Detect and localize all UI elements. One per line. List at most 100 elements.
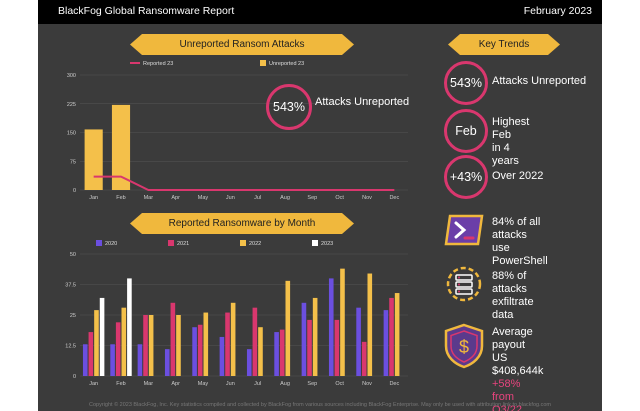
trend-label-line2: exfiltrate data: [492, 296, 534, 321]
dollar-shield-icon: $: [444, 323, 484, 369]
y-tick-label: 50: [70, 252, 76, 258]
bar: [137, 344, 143, 376]
trend-label: Average payout US $408,644k +58% from Q3…: [492, 326, 543, 411]
bar: [111, 104, 131, 190]
bar: [285, 280, 291, 376]
bar: [164, 349, 170, 376]
x-tick-label: Jan: [89, 195, 98, 201]
bar: [203, 312, 209, 376]
top-chart-banner: Unreported Ransom Attacks: [130, 34, 354, 55]
trend-label: Highest Feb in 4 years: [492, 116, 529, 168]
report-card: BlackFog Global Ransomware Report Februa…: [38, 0, 602, 411]
x-tick-label: Sep: [307, 381, 317, 387]
legend-swatch: [260, 60, 266, 66]
x-tick-label: Nov: [362, 195, 372, 201]
trend-label-line1: Highest Feb: [492, 116, 530, 141]
legend-label: 2023: [321, 241, 333, 247]
bar: [88, 332, 94, 376]
bar: [389, 297, 394, 376]
trend-value-ring: +43%: [444, 155, 488, 199]
legend-label: 2021: [177, 241, 189, 247]
bar: [274, 332, 279, 376]
legend-label: Unreported 23: [269, 61, 304, 67]
legend-swatch: [96, 240, 102, 246]
footer-copyright: Copyright © 2023 BlackFog, Inc. Key stat…: [89, 402, 551, 408]
bar: [230, 302, 236, 376]
bar: [170, 302, 176, 376]
x-tick-label: Jun: [226, 195, 235, 201]
bar: [279, 329, 285, 376]
trend-label-line2: in 4 years: [492, 142, 519, 167]
y-tick-label: 12.5: [65, 344, 76, 350]
bar: [143, 315, 148, 376]
svg-text:$: $: [459, 337, 469, 357]
x-tick-label: Feb: [116, 381, 125, 387]
x-tick-label: Feb: [116, 195, 125, 201]
x-tick-label: Oct: [335, 381, 344, 387]
trend-label: Over 2022: [492, 170, 544, 182]
x-tick-label: Sep: [307, 195, 317, 201]
bar: [219, 336, 225, 376]
x-tick-label: Aug: [280, 381, 290, 387]
bar: [328, 278, 334, 376]
y-tick-label: 225: [67, 102, 76, 108]
x-tick-label: Apr: [171, 195, 180, 201]
bar: [99, 297, 105, 376]
data-server-icon: [446, 266, 482, 302]
bar: [127, 278, 132, 376]
x-tick-label: Oct: [335, 195, 344, 201]
y-tick-label: 150: [67, 131, 76, 137]
bar: [197, 324, 203, 376]
bar: [148, 315, 154, 376]
bar: [394, 293, 400, 376]
unreported-attacks-chart: 0 75 150 225 300 Jan Feb Mar Apr May Jun Jul Aug Sep O…: [67, 60, 408, 201]
trend-label: 88% of attacks exfiltrate data: [492, 270, 534, 322]
x-tick-label: Jul: [254, 195, 261, 201]
x-tick-label: Aug: [280, 195, 290, 201]
x-tick-label: Dec: [389, 381, 399, 387]
bar: [334, 319, 340, 376]
x-tick-label: Jan: [89, 381, 98, 387]
powershell-icon: [444, 214, 484, 246]
x-tick-label: May: [198, 381, 209, 387]
y-tick-label: 25: [70, 313, 76, 319]
bar: [340, 268, 345, 376]
x-tick-label: Dec: [389, 195, 399, 201]
bar: [356, 307, 361, 376]
x-tick-label: Mar: [144, 381, 154, 387]
trend-change: +58% from Q3/22: [492, 378, 543, 411]
y-tick-label: 75: [70, 159, 76, 165]
bar: [176, 315, 181, 376]
bar: [192, 327, 197, 376]
bar: [258, 327, 263, 376]
y-tick-label: 0: [73, 374, 76, 380]
trend-label-line1: 88% of attacks: [492, 270, 527, 295]
x-tick-label: Jun: [226, 381, 235, 387]
bar: [252, 307, 258, 376]
trend-value-ring: Feb: [444, 109, 488, 153]
bar: [110, 344, 115, 376]
legend-label: Reported 23: [143, 61, 173, 67]
legend-swatch: [168, 240, 174, 246]
bar: [84, 129, 103, 190]
report-date: February 2023: [523, 5, 592, 17]
bar: [301, 302, 307, 376]
bar: [225, 312, 230, 376]
bar: [312, 297, 318, 376]
x-tick-label: Apr: [171, 381, 180, 387]
legend-label: 2020: [105, 241, 117, 247]
top-bar: BlackFog Global Ransomware Report Februa…: [38, 0, 602, 24]
bar: [361, 341, 367, 376]
bottom-chart-banner: Reported Ransomware by Month: [130, 213, 354, 234]
trend-label: 84% of all attacks use PowerShell: [492, 216, 548, 268]
bar: [246, 349, 252, 376]
chart-annotation-label: Attacks Unreported: [315, 96, 410, 108]
bar: [307, 319, 312, 376]
bar: [121, 307, 127, 376]
bar: [367, 273, 373, 376]
trend-label-line1: 84% of all attacks: [492, 216, 541, 241]
report-title: BlackFog Global Ransomware Report: [58, 5, 235, 17]
legend-swatch: [240, 240, 246, 246]
y-tick-label: 0: [73, 188, 76, 194]
trend-label: Attacks Unreported: [492, 75, 587, 87]
